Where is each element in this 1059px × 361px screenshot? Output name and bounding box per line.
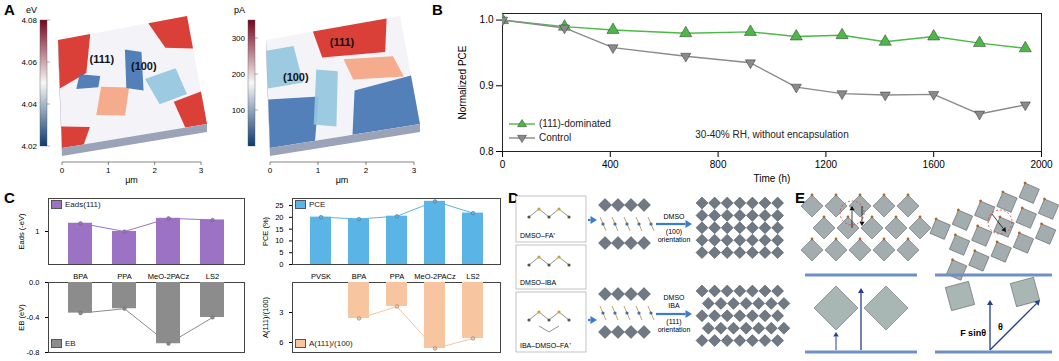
svg-text:(111): (111) — [90, 53, 115, 65]
svg-text:2: 2 — [364, 166, 369, 175]
svg-text:200: 200 — [232, 70, 246, 79]
svg-text:3: 3 — [199, 166, 204, 175]
html-text:Eads(111): Eads(111) — [65, 200, 101, 209]
svg-text:MeO-2PACz: MeO-2PACz — [148, 272, 190, 281]
svg-text:300: 300 — [232, 34, 246, 43]
html-text:Control: Control — [539, 132, 572, 143]
html-text:PCE: PCE — [309, 200, 326, 209]
svg-text:D: D — [508, 189, 519, 206]
svg-text:5: 5 — [279, 248, 283, 257]
svg-text:Time (h): Time (h) — [754, 173, 791, 184]
svg-text:0: 0 — [268, 166, 273, 175]
svg-text:A(111)/(100): A(111)/(100) — [261, 297, 270, 338]
svg-text:DMSOIBA: DMSOIBA — [664, 294, 686, 309]
svg-text:Normalized PCE: Normalized PCE — [457, 45, 468, 119]
svg-text:0.9: 0.9 — [480, 80, 494, 91]
svg-text:30-40% RH, without encapsulati: 30-40% RH, without encapsulation — [695, 129, 848, 140]
svg-text:eV: eV — [26, 5, 37, 15]
svg-text:Eads (-eV): Eads (-eV) — [17, 213, 26, 249]
html-text:EB: EB — [65, 339, 76, 348]
svg-text:pA: pA — [234, 5, 245, 15]
svg-text:800: 800 — [710, 159, 727, 170]
svg-text:C: C — [4, 189, 15, 206]
svg-text:(100): (100) — [131, 60, 157, 72]
svg-text:(100): (100) — [283, 71, 309, 83]
svg-text:PPA: PPA — [117, 272, 131, 281]
svg-text:(100)orientation: (100)orientation — [658, 228, 691, 243]
svg-text:DMSO–FA⁺: DMSO–FA⁺ — [520, 232, 556, 239]
svg-text:20: 20 — [275, 213, 283, 222]
svg-text:3: 3 — [279, 308, 283, 317]
svg-text:LS2: LS2 — [206, 272, 219, 281]
svg-text:6: 6 — [279, 338, 283, 347]
svg-text:0: 0 — [60, 166, 65, 175]
svg-text:4.04: 4.04 — [21, 100, 37, 109]
svg-text:1.0: 1.0 — [480, 14, 494, 25]
svg-text:(111)orientation: (111)orientation — [658, 318, 691, 333]
svg-text:(111): (111) — [330, 36, 355, 48]
html-text:A(111)/(100): A(111)/(100) — [309, 339, 353, 348]
svg-text:0: 0 — [500, 159, 506, 170]
svg-text:E: E — [795, 189, 805, 206]
svg-text:BPA: BPA — [352, 272, 366, 281]
svg-text:MeO-2PACz: MeO-2PACz — [414, 272, 456, 281]
svg-text:-0.4: -0.4 — [27, 313, 40, 322]
svg-text:DMSO: DMSO — [664, 213, 686, 220]
svg-text:1200: 1200 — [815, 159, 838, 170]
svg-text:PCE (%): PCE (%) — [261, 216, 270, 246]
svg-text:1: 1 — [106, 166, 111, 175]
svg-text:10: 10 — [275, 236, 283, 245]
svg-text:IBA–DMSO–FA⁺: IBA–DMSO–FA⁺ — [520, 342, 572, 349]
svg-text:3: 3 — [412, 166, 417, 175]
svg-text:0.0: 0.0 — [29, 278, 39, 287]
svg-text:2: 2 — [152, 166, 157, 175]
svg-text:1: 1 — [35, 227, 39, 236]
svg-text:1600: 1600 — [923, 159, 946, 170]
svg-text:F sinθ: F sinθ — [960, 328, 986, 338]
svg-text:PVSK: PVSK — [311, 272, 331, 281]
svg-text:0.8: 0.8 — [480, 146, 494, 157]
svg-text:2000: 2000 — [1030, 159, 1053, 170]
svg-text:θ: θ — [998, 322, 1003, 332]
svg-text:BPA: BPA — [73, 272, 87, 281]
html-text:(111)-dominated: (111)-dominated — [539, 118, 611, 129]
svg-text:μm: μm — [125, 175, 138, 185]
svg-text:100: 100 — [232, 106, 246, 115]
svg-text:25: 25 — [275, 201, 283, 210]
svg-text:-0.8: -0.8 — [27, 348, 40, 357]
svg-text:A: A — [4, 1, 15, 18]
svg-text:LS2: LS2 — [466, 272, 479, 281]
svg-text:4.02: 4.02 — [21, 142, 37, 151]
svg-text:B: B — [432, 1, 443, 18]
svg-text:PPA: PPA — [390, 272, 404, 281]
svg-text:DMSO–IBA: DMSO–IBA — [520, 279, 557, 286]
svg-text:15: 15 — [275, 225, 283, 234]
svg-text:400: 400 — [602, 159, 619, 170]
svg-text:EB (eV): EB (eV) — [17, 304, 26, 331]
svg-text:4.08: 4.08 — [21, 16, 37, 25]
svg-text:1: 1 — [316, 166, 321, 175]
svg-text:4.06: 4.06 — [21, 58, 37, 67]
svg-text:μm: μm — [336, 175, 349, 185]
svg-text:0: 0 — [279, 260, 283, 269]
